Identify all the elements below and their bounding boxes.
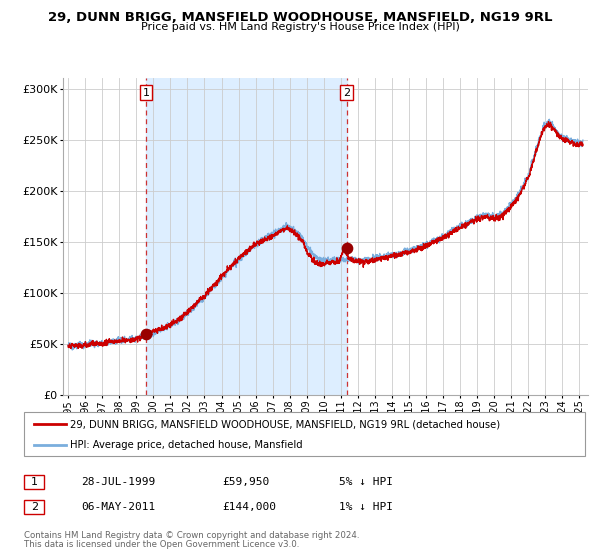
Text: 5% ↓ HPI: 5% ↓ HPI bbox=[339, 477, 393, 487]
Text: 2: 2 bbox=[343, 87, 350, 97]
Bar bbox=[24, 474, 44, 489]
Bar bbox=[24, 500, 44, 514]
Bar bbox=[146, 78, 347, 395]
Text: 29, DUNN BRIGG, MANSFIELD WOODHOUSE, MANSFIELD, NG19 9RL: 29, DUNN BRIGG, MANSFIELD WOODHOUSE, MAN… bbox=[48, 11, 552, 24]
Point bbox=[342, 244, 352, 253]
Text: 1: 1 bbox=[31, 477, 38, 487]
Text: 2: 2 bbox=[31, 502, 38, 512]
Text: 06-MAY-2011: 06-MAY-2011 bbox=[81, 502, 155, 512]
Text: Contains HM Land Registry data © Crown copyright and database right 2024.: Contains HM Land Registry data © Crown c… bbox=[24, 531, 359, 540]
Text: 1: 1 bbox=[143, 87, 149, 97]
Text: This data is licensed under the Open Government Licence v3.0.: This data is licensed under the Open Gov… bbox=[24, 540, 299, 549]
Text: 28-JUL-1999: 28-JUL-1999 bbox=[81, 477, 155, 487]
Text: £144,000: £144,000 bbox=[222, 502, 276, 512]
Text: 1% ↓ HPI: 1% ↓ HPI bbox=[339, 502, 393, 512]
Text: Price paid vs. HM Land Registry's House Price Index (HPI): Price paid vs. HM Land Registry's House … bbox=[140, 22, 460, 32]
Point bbox=[141, 329, 151, 338]
Text: HPI: Average price, detached house, Mansfield: HPI: Average price, detached house, Mans… bbox=[70, 440, 302, 450]
Text: 29, DUNN BRIGG, MANSFIELD WOODHOUSE, MANSFIELD, NG19 9RL (detached house): 29, DUNN BRIGG, MANSFIELD WOODHOUSE, MAN… bbox=[70, 419, 500, 429]
Text: £59,950: £59,950 bbox=[222, 477, 269, 487]
